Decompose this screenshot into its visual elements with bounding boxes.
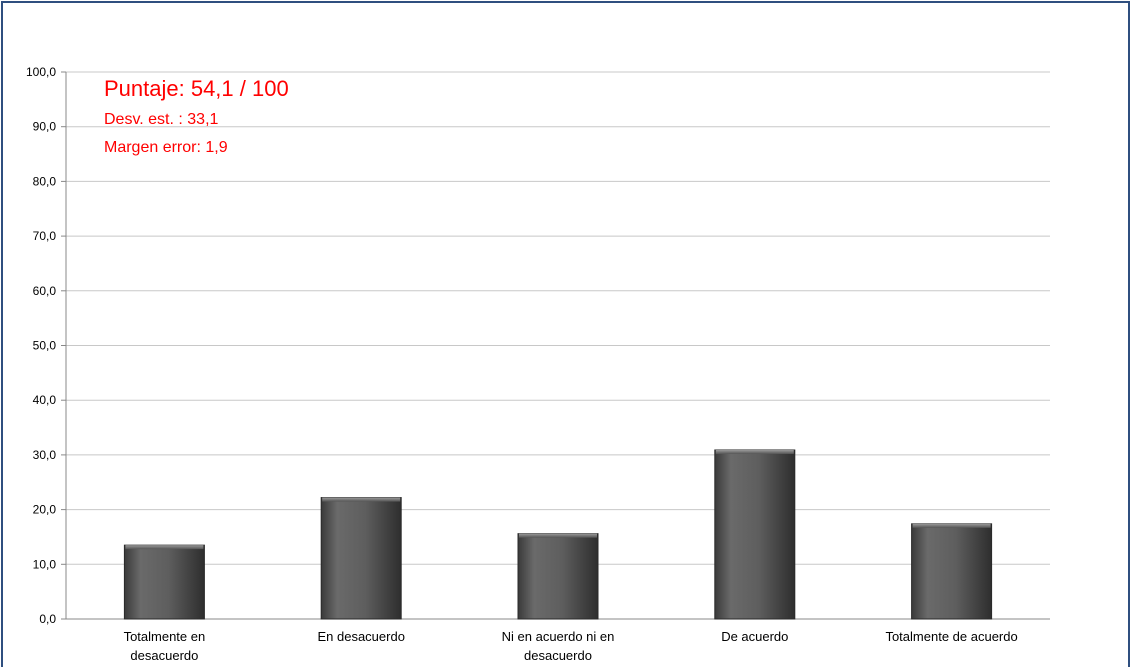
bar-body — [714, 449, 796, 620]
category-label: Totalmente de acuerdo — [885, 629, 1017, 644]
y-tick-label: 80,0 — [33, 174, 57, 188]
category-label: Totalmente en desacuerdo — [124, 629, 206, 663]
bar — [714, 449, 796, 620]
category-label: En desacuerdo — [317, 629, 404, 644]
category-label: Ni en acuerdo ni en desacuerdo — [502, 629, 615, 663]
score-annotations: Puntaje: 54,1 / 100 Desv. est. : 33,1 Ma… — [104, 76, 289, 156]
y-tick-label: 70,0 — [33, 229, 57, 243]
y-tick-labels: 0,0 10,0 20,0 30,0 40,0 50,0 60,0 70,0 80,0 90,0 1… — [26, 65, 56, 626]
bar — [320, 497, 402, 620]
category-label-line: Totalmente en — [124, 629, 206, 644]
category-label: De acuerdo — [721, 629, 788, 644]
y-tick-label: 20,0 — [33, 503, 57, 517]
bar — [123, 544, 205, 620]
bars — [123, 449, 993, 620]
score-annotation: Puntaje: 54,1 / 100 — [104, 76, 289, 101]
bar-top-highlight — [125, 545, 204, 550]
y-tick-label: 40,0 — [33, 393, 57, 407]
std-dev-annotation: Desv. est. : 33,1 — [104, 111, 219, 128]
y-tick-label: 30,0 — [33, 448, 57, 462]
bar — [911, 523, 993, 620]
category-label-line: En desacuerdo — [317, 629, 404, 644]
category-label-line: Totalmente de acuerdo — [885, 629, 1017, 644]
margin-error-annotation: Margen error: 1,9 — [104, 139, 228, 156]
y-tick-label: 60,0 — [33, 284, 57, 298]
category-label-line: desacuerdo — [130, 648, 198, 663]
category-label-line: De acuerdo — [721, 629, 788, 644]
category-label-line: Ni en acuerdo ni en — [502, 629, 615, 644]
category-labels: Totalmente en desacuerdo En desacuerdo Ni e… — [124, 629, 1018, 663]
bar-body — [123, 544, 205, 620]
bar-top-highlight — [912, 523, 991, 528]
y-tick-label: 50,0 — [33, 339, 57, 353]
y-tick-label: 90,0 — [33, 120, 57, 134]
bar-body — [517, 533, 599, 620]
bar-body — [320, 497, 402, 620]
bar-top-highlight — [519, 533, 597, 538]
bar-top-highlight — [715, 449, 794, 454]
bar — [517, 533, 599, 620]
category-label-line: desacuerdo — [524, 648, 592, 663]
bar-body — [911, 523, 993, 620]
y-tick-label: 100,0 — [26, 65, 56, 79]
bar-top-highlight — [322, 497, 401, 502]
y-tick-label: 10,0 — [33, 557, 57, 571]
y-tick-label: 0,0 — [39, 612, 56, 626]
